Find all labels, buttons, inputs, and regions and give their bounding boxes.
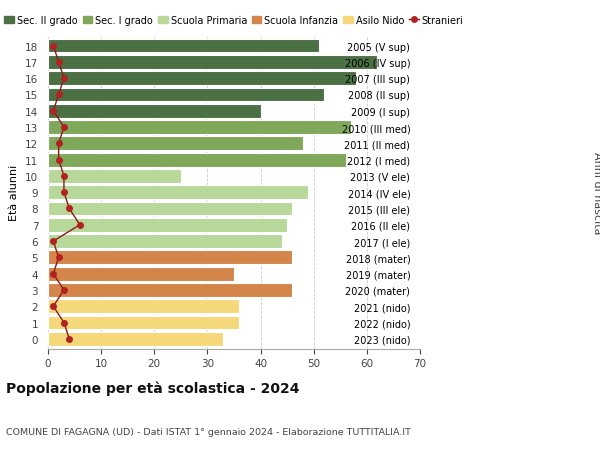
Bar xyxy=(48,72,356,86)
Bar xyxy=(48,267,234,281)
Bar xyxy=(48,105,260,118)
Bar xyxy=(48,202,292,216)
Bar xyxy=(48,300,239,313)
Bar xyxy=(48,316,239,330)
Bar xyxy=(48,88,325,102)
Text: COMUNE DI FAGAGNA (UD) - Dati ISTAT 1° gennaio 2024 - Elaborazione TUTTITALIA.IT: COMUNE DI FAGAGNA (UD) - Dati ISTAT 1° g… xyxy=(6,427,411,436)
Bar xyxy=(48,186,308,200)
Bar xyxy=(48,170,181,184)
Text: Anni di nascita: Anni di nascita xyxy=(592,151,600,234)
Text: Popolazione per età scolastica - 2024: Popolazione per età scolastica - 2024 xyxy=(6,380,299,395)
Bar xyxy=(48,332,223,346)
Legend: Sec. II grado, Sec. I grado, Scuola Primaria, Scuola Infanzia, Asilo Nido, Stran: Sec. II grado, Sec. I grado, Scuola Prim… xyxy=(4,16,464,26)
Bar xyxy=(48,283,292,297)
Y-axis label: Età alunni: Età alunni xyxy=(10,165,19,221)
Bar xyxy=(48,39,319,53)
Bar xyxy=(48,121,351,134)
Bar xyxy=(48,218,287,232)
Bar xyxy=(48,56,377,70)
Bar xyxy=(48,251,292,265)
Bar xyxy=(48,235,282,248)
Bar xyxy=(48,137,303,151)
Bar xyxy=(48,153,346,167)
